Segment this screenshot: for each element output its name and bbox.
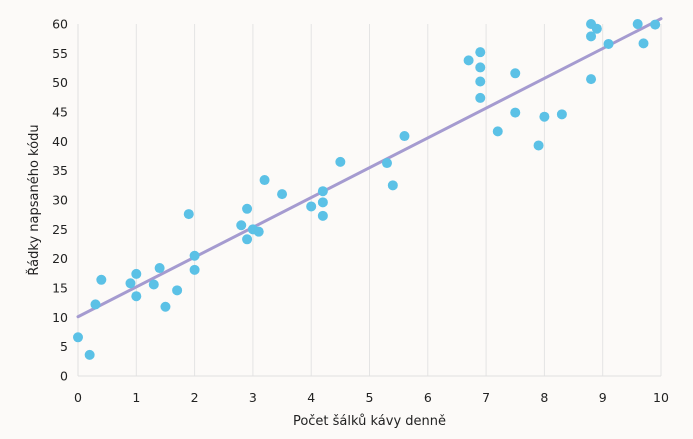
data-point (586, 31, 597, 42)
x-tick-label: 6 (424, 390, 432, 405)
data-point (556, 109, 567, 120)
x-tick-label: 7 (482, 390, 490, 405)
x-tick-label: 8 (540, 390, 548, 405)
y-tick-label: 35 (52, 163, 68, 178)
data-series (73, 17, 663, 360)
data-point (189, 250, 200, 261)
data-point (650, 19, 661, 30)
data-point (131, 291, 142, 302)
data-point (510, 68, 521, 79)
x-tick-labels: 0 1 2 3 4 5 6 7 8 9 10 (74, 390, 669, 405)
data-point (148, 279, 159, 290)
data-point (172, 285, 183, 296)
data-point (335, 156, 346, 167)
y-tick-label: 25 (52, 222, 68, 237)
data-point (603, 38, 614, 49)
data-point (539, 111, 550, 122)
x-tick-label: 1 (132, 390, 140, 405)
y-tick-label: 50 (52, 75, 68, 90)
y-tick-label: 15 (52, 281, 68, 296)
y-tick-label: 40 (52, 134, 68, 149)
data-point (475, 76, 486, 87)
data-point (492, 126, 503, 137)
data-point (189, 264, 200, 275)
data-point (160, 301, 171, 312)
y-tick-labels: 0 5 10 15 20 25 30 35 40 45 50 55 60 (52, 17, 68, 384)
y-tick-label: 60 (52, 17, 68, 32)
trend-line (76, 17, 663, 319)
data-point (510, 107, 521, 118)
y-tick-label: 45 (52, 105, 68, 120)
data-point (317, 210, 328, 221)
data-point (183, 209, 194, 220)
data-point (317, 186, 328, 197)
x-axis-title: Počet šálků kávy denně (293, 414, 446, 429)
data-point (381, 158, 392, 169)
data-point (96, 274, 107, 285)
data-point (236, 220, 247, 231)
data-point (463, 55, 474, 66)
data-point (125, 278, 136, 289)
data-point (533, 140, 544, 151)
data-point (131, 268, 142, 279)
data-point (242, 203, 253, 214)
data-point (253, 226, 264, 237)
y-tick-label: 10 (52, 310, 68, 325)
x-tick-label: 0 (74, 390, 82, 405)
data-point (586, 74, 597, 85)
data-point (154, 263, 165, 274)
data-point (632, 19, 643, 29)
data-point (306, 201, 317, 212)
x-tick-label: 4 (307, 390, 315, 405)
data-point (90, 299, 101, 310)
data-point (591, 23, 602, 34)
x-tick-label: 5 (366, 390, 374, 405)
x-tick-label: 10 (653, 390, 669, 405)
data-point (73, 332, 83, 343)
data-point (399, 131, 410, 142)
y-tick-label: 30 (52, 193, 68, 208)
x-tick-label: 3 (249, 390, 257, 405)
data-point (317, 197, 328, 208)
data-point (242, 234, 253, 245)
data-point (84, 349, 95, 360)
x-tick-label: 2 (191, 390, 199, 405)
data-point (387, 180, 398, 191)
data-point (277, 189, 288, 200)
data-point (475, 62, 486, 73)
data-point (475, 92, 486, 103)
y-tick-label: 20 (52, 251, 68, 266)
gridlines (135, 24, 662, 376)
y-axis-title: Řádky napsaného kódu (26, 124, 42, 275)
y-tick-label: 55 (52, 46, 68, 61)
y-tick-label: 5 (60, 339, 68, 354)
y-tick-label: 0 (60, 369, 68, 384)
data-point (259, 175, 270, 186)
x-tick-label: 9 (599, 390, 607, 405)
data-point (475, 47, 486, 58)
data-point (638, 38, 649, 49)
